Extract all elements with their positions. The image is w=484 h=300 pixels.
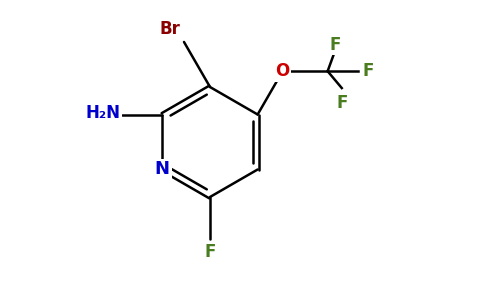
Text: F: F	[330, 35, 341, 53]
Text: H₂N: H₂N	[85, 103, 121, 122]
Text: F: F	[363, 62, 374, 80]
Text: O: O	[275, 62, 290, 80]
Text: Br: Br	[159, 20, 180, 38]
Text: F: F	[204, 243, 216, 261]
Text: F: F	[336, 94, 348, 112]
Text: N: N	[155, 160, 170, 178]
